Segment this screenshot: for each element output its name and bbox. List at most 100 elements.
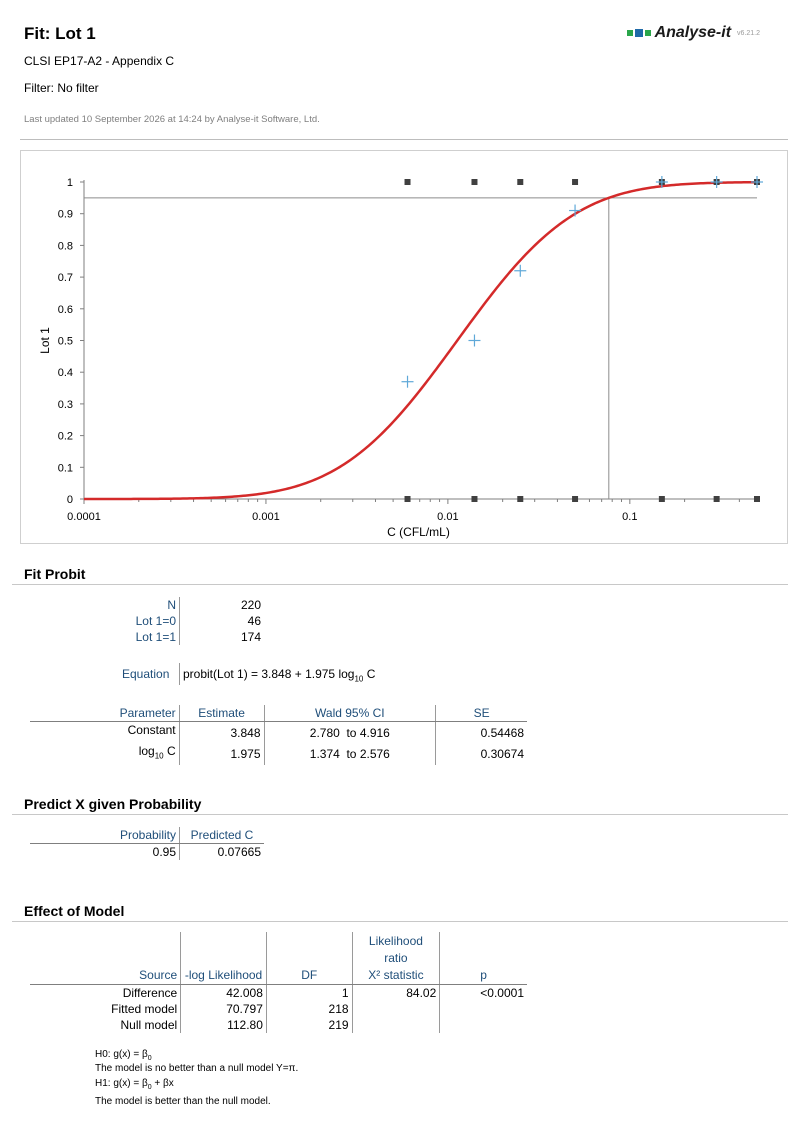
count-value: 174 (240, 630, 261, 644)
section-title-effect: Effect of Model (24, 903, 125, 919)
param-se: 0.30674 (480, 747, 524, 762)
counts-table: N 220 Lot 1=0 46 Lot 1=1 174 (113, 597, 264, 645)
table-row: Constant 3.848 2.780 to 4.916 0.54468 (30, 721, 527, 744)
row-source: Difference (30, 984, 182, 1001)
observed-point (517, 496, 524, 502)
col-predicted: Predicted C (179, 827, 264, 844)
page-title: Fit: Lot 1 (24, 24, 96, 43)
last-updated-text: Last updated 10 September 2026 at 14:24 … (24, 114, 320, 125)
y-tick-label: 0.8 (58, 240, 73, 252)
section-divider (12, 814, 788, 815)
count-label: N (113, 597, 180, 613)
count-row: Lot 1=0 46 (113, 613, 264, 629)
row-source: Null model (30, 1017, 182, 1033)
proportion-point (569, 204, 582, 217)
version-label: v6.21.2 (737, 29, 760, 37)
observed-point (471, 179, 478, 185)
fitted-probit-curve (84, 180, 758, 501)
param-se: 0.54468 (480, 725, 524, 740)
brand-logo: Analyse-it v6.21.2 (626, 24, 760, 42)
count-row: N 220 (113, 597, 264, 613)
row-df: 1 (266, 984, 353, 1001)
x-tick-label: 0.0001 (67, 511, 101, 523)
filter-label: Filter: No filter (24, 81, 99, 95)
row-source: Fitted model (30, 1001, 182, 1017)
report-subtitle: CLSI EP17-A2 - Appendix C (24, 54, 175, 68)
observed-point (471, 496, 478, 502)
y-tick-label: 1 (67, 177, 73, 189)
param-ci: 1.374 to 2.576 (264, 743, 437, 765)
col-source: Source (30, 966, 182, 985)
y-tick-label: 0.1 (58, 462, 73, 474)
col-parameter: Parameter (30, 705, 180, 722)
col-lr-line1: Likelihood (352, 932, 441, 949)
param-estimate: 3.848 (179, 721, 265, 744)
table-row: Difference 42.008 1 84.02 <0.0001 (30, 984, 527, 1001)
col-df: DF (266, 966, 353, 985)
y-tick-label: 0.2 (58, 431, 73, 443)
row-lr (352, 1001, 441, 1017)
observed-point (572, 179, 579, 185)
proportion-point (514, 264, 527, 277)
observed-point (754, 496, 760, 502)
row-lr (352, 1017, 441, 1033)
equation-divider (179, 663, 180, 685)
count-value: 220 (240, 598, 261, 612)
count-row: Lot 1=1 174 (113, 629, 264, 645)
proportion-point (655, 176, 668, 188)
row-df: 219 (266, 1017, 353, 1033)
y-axis-title: Lot 1 (38, 327, 52, 354)
effect-table: Likelihood ratio Source -log Likelihood … (30, 932, 527, 1033)
row-lr: 84.02 (352, 984, 441, 1001)
probability-value: 0.95 (30, 843, 180, 860)
row-p: <0.0001 (480, 986, 524, 1000)
predicted-value: 0.07665 (217, 845, 261, 859)
row-loglik: 112.80 (180, 1017, 267, 1033)
predict-table: Probability Predicted C 0.95 0.07665 (30, 827, 264, 860)
observed-point (404, 179, 411, 185)
param-name: log10 C (30, 743, 180, 765)
section-title-predict: Predict X given Probability (24, 796, 202, 812)
col-loglik: -log Likelihood (180, 966, 267, 985)
col-ci: Wald 95% CI (264, 705, 437, 722)
x-tick-label: 0.001 (252, 511, 280, 523)
param-estimate: 1.975 (179, 743, 265, 765)
col-p: p (439, 966, 527, 985)
col-probability: Probability (30, 827, 180, 844)
col-estimate: Estimate (179, 705, 265, 722)
proportion-point (710, 176, 723, 188)
x-axis-title: C (CFL/mL) (387, 525, 450, 539)
col-lr-line2: ratio (352, 949, 441, 966)
proportion-point (468, 334, 481, 347)
y-tick-label: 0.4 (58, 367, 73, 379)
col-se: SE (435, 705, 527, 722)
row-loglik: 70.797 (180, 1001, 267, 1017)
y-tick-label: 0.9 (58, 209, 73, 221)
observed-point (658, 496, 665, 502)
observed-point (517, 179, 524, 185)
count-label: Lot 1=0 (113, 613, 180, 629)
h0-formula: H0: g(x) = β0 (95, 1049, 152, 1062)
equation-text: probit(Lot 1) = 3.848 + 1.975 log10 C (183, 667, 376, 684)
y-tick-label: 0.6 (58, 304, 73, 316)
row-loglik: 42.008 (180, 984, 267, 1001)
x-tick-label: 0.1 (622, 511, 637, 523)
observed-point (572, 496, 579, 502)
table-row: Null model 112.80 219 (30, 1017, 527, 1033)
y-tick-label: 0 (67, 494, 73, 506)
chart-frame (20, 150, 788, 544)
col-lr-line3: X² statistic (352, 966, 441, 985)
section-title-fit: Fit Probit (24, 566, 86, 582)
h1-text: The model is better than the null model. (95, 1096, 271, 1107)
y-tick-label: 0.3 (58, 399, 73, 411)
table-row: Fitted model 70.797 218 (30, 1001, 527, 1017)
proportion-point (401, 375, 414, 388)
h0-text: The model is no better than a null model… (95, 1063, 299, 1074)
count-label: Lot 1=1 (113, 629, 180, 645)
probit-chart: 0.0001 0.001 0.01 0.1 0 0.1 0.2 0.3 0.4 0.5 0.6 0.7… (38, 176, 763, 539)
param-ci: 2.780 to 4.916 (264, 721, 437, 744)
section-divider (12, 921, 788, 922)
section-divider (12, 584, 788, 585)
table-row: log10 C 1.975 1.374 to 2.576 0.30674 (30, 743, 527, 765)
table-row: 0.95 0.07665 (30, 843, 264, 860)
